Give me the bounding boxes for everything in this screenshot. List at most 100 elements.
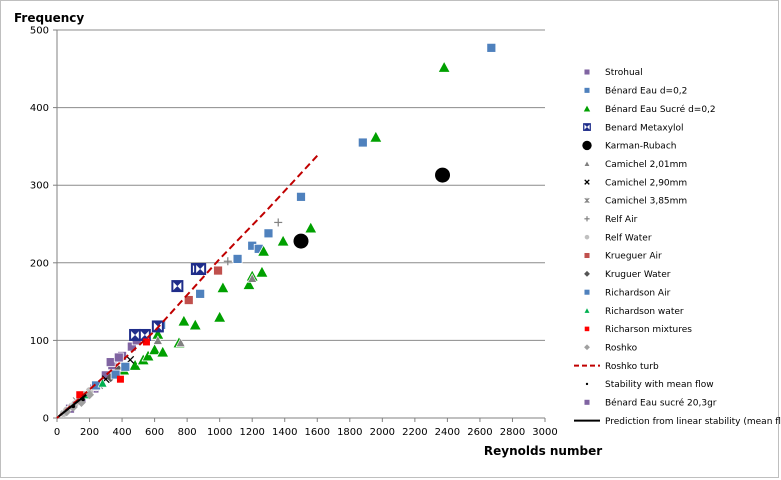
point-wing <box>173 282 178 291</box>
data-point <box>212 310 227 323</box>
series-benard-metaxylol <box>129 263 207 341</box>
legend-item-benard-eau-sucre-d-0-2: Bénard Eau Sucré d=0,2 <box>582 103 716 115</box>
legend-label: Richardson water <box>605 307 684 317</box>
data-point <box>216 280 230 294</box>
data-point <box>141 349 155 362</box>
x-tick-label: 0 <box>54 427 60 438</box>
legend-item-benard-eau-sucre-20-3gr: Bénard Eau sucré 20,3gr <box>583 398 717 409</box>
data-point <box>156 345 170 358</box>
legend-label: Camichel 2,90mm <box>605 178 687 188</box>
data-point <box>263 228 274 239</box>
data-point <box>582 103 592 113</box>
legend-label: Richarson mixtures <box>605 325 692 335</box>
data-point <box>147 342 162 356</box>
y-tick-label: 500 <box>30 26 49 37</box>
x-tick-label: 1400 <box>272 427 297 438</box>
series-line <box>56 155 319 419</box>
data-point <box>116 375 124 383</box>
series-benard-eau-sucre-20-3gr <box>105 352 124 368</box>
legend-item-benard-metaxylol: Benard Metaxylol <box>583 123 684 133</box>
legend-label: Kruguer Water <box>605 270 671 280</box>
data-point <box>183 295 194 305</box>
series-krueguer-air <box>183 265 223 305</box>
point-wing <box>140 330 145 339</box>
y-tick-label: 0 <box>43 414 49 425</box>
y-tick-label: 200 <box>30 258 49 269</box>
y-tick-label: 300 <box>30 181 49 192</box>
legend-label: Bénard Eau Sucré d=0,2 <box>605 104 716 115</box>
data-point <box>276 234 290 247</box>
data-point <box>584 216 590 222</box>
data-point <box>177 314 191 327</box>
data-point <box>129 328 142 341</box>
data-point <box>583 288 591 296</box>
axis-layer: 0 100 200 300 400 500 0 200 400 600 800 1000 1200 140… <box>30 26 558 439</box>
data-point <box>296 191 306 202</box>
legend-item-kruguer-water: Kruguer Water <box>584 270 671 280</box>
legend-item-richarson-mixtures: Richarson mixtures <box>584 325 692 335</box>
legend-label: Bénard Eau d=0,2 <box>605 86 687 97</box>
legend-label: Benard Metaxylol <box>605 123 684 133</box>
legend-label: Stability with mean flow <box>605 380 714 390</box>
x-tick-label: 2400 <box>435 427 460 438</box>
legend-item-prediction-from-linear-stability-mean-flow: Prediction from linear stability (mean f… <box>574 417 781 427</box>
data-point <box>256 244 271 257</box>
data-point <box>110 369 121 380</box>
point-wing <box>200 265 205 274</box>
legend-item-camichel-3-85mm: Camichel 3,85mm <box>584 197 687 207</box>
x-tick-label: 800 <box>178 427 197 438</box>
legend-label: Richardson Air <box>605 288 671 298</box>
data-point <box>584 234 590 241</box>
data-point <box>232 254 243 264</box>
data-point <box>194 263 207 276</box>
legend-item-relf-water: Relf Water <box>584 233 652 243</box>
data-point <box>583 87 591 94</box>
data-point <box>583 306 591 314</box>
point-wing <box>153 322 158 331</box>
series-camichel-2-01mm <box>152 273 258 348</box>
legend-label: Camichel 3,85mm <box>605 197 687 207</box>
x-tick-label: 600 <box>145 427 164 438</box>
data-point <box>304 221 318 234</box>
data-point <box>486 42 497 53</box>
y-axis-title: Frequency <box>14 11 84 25</box>
data-point <box>292 232 310 250</box>
legend-label: Krueguer Air <box>605 252 662 262</box>
series-karman-rubach <box>292 166 452 250</box>
x-tick-label: 200 <box>80 427 99 438</box>
legend-label: Karman-Rubach <box>605 142 676 152</box>
data-point <box>247 273 258 283</box>
data-point <box>583 252 591 259</box>
x-tick-label: 400 <box>113 427 132 438</box>
legend-item-roshko: Roshko <box>584 343 638 353</box>
legend: Strohual Bénard Eau d=0,2 Bénard Eau Sucré… <box>574 68 781 427</box>
x-tick-label: 2800 <box>500 427 525 438</box>
data-point <box>105 357 116 368</box>
legend-item-strohual: Strohual <box>583 68 643 78</box>
data-point <box>113 352 124 363</box>
data-point <box>584 326 590 332</box>
x-tick-label: 2000 <box>370 427 395 438</box>
legend-item-roshko-turb: Roshko turb <box>574 362 659 372</box>
data-point <box>437 60 451 73</box>
y-tick-label: 400 <box>30 103 49 114</box>
series-layer <box>56 42 497 419</box>
data-point <box>76 391 84 399</box>
data-point <box>434 166 452 184</box>
data-point <box>274 218 283 227</box>
data-point <box>585 382 589 386</box>
point-wing <box>131 330 136 339</box>
legend-item-relf-air: Relf Air <box>584 215 638 225</box>
data-point <box>213 265 223 276</box>
data-point <box>255 265 269 278</box>
data-point <box>223 257 232 266</box>
data-point <box>583 398 591 406</box>
series-line <box>58 393 87 418</box>
data-point <box>369 130 383 143</box>
data-point <box>584 344 590 351</box>
data-point <box>97 377 108 388</box>
point-wing <box>177 282 182 291</box>
data-point <box>142 338 150 346</box>
legend-label: Camichel 2,01mm <box>605 160 687 170</box>
